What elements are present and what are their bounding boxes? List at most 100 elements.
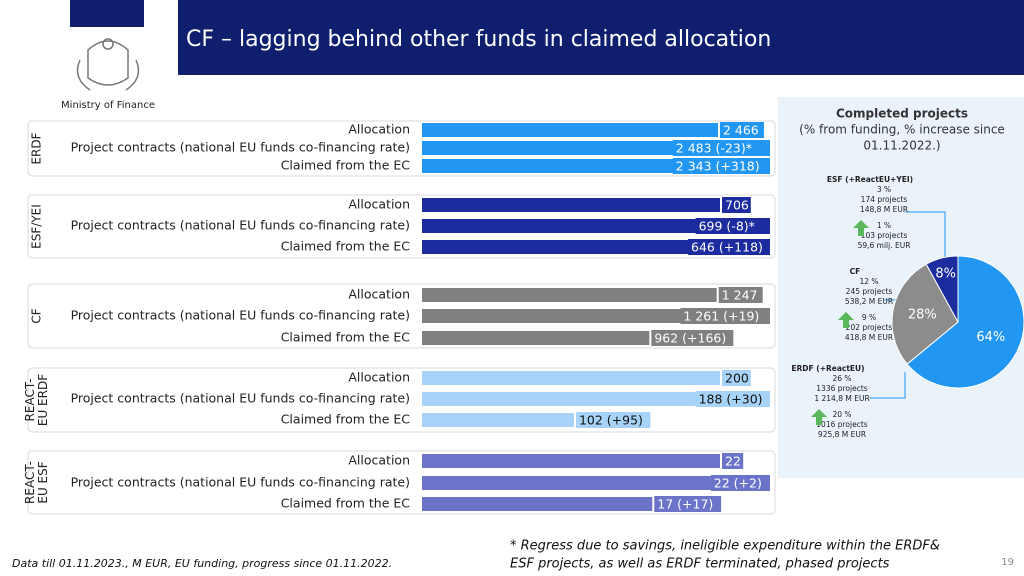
category-label: Project contracts (national EU funds co-… <box>71 391 410 406</box>
logo-text: Ministry of Finance <box>61 100 155 111</box>
panel-frame <box>27 120 776 177</box>
value-label-box <box>722 370 751 386</box>
category-label: Project contracts (national EU funds co-… <box>71 140 410 155</box>
increase-arrow <box>811 409 827 425</box>
bar <box>422 476 720 490</box>
pie-subtitle: 01.11.2022.) <box>863 139 940 153</box>
annotation-heading: CF <box>850 267 861 276</box>
group-label: ERDF <box>30 132 44 164</box>
value-label-box <box>710 475 770 491</box>
annotation-line: 925,8 M EUR <box>818 430 866 439</box>
annotation-line: 148,8 M EUR <box>860 205 908 214</box>
value-label: 2 483 (-23)* <box>676 141 752 156</box>
group-label: REACT- <box>23 379 37 422</box>
value-label: 22 <box>725 454 741 469</box>
category-label: Claimed from the EC <box>281 330 411 345</box>
category-label: Claimed from the EC <box>281 412 411 427</box>
pie-slice <box>891 263 959 365</box>
annotation-line: 1336 projects <box>816 384 868 393</box>
category-label: Allocation <box>348 453 410 468</box>
value-label: 102 (+95) <box>579 413 643 428</box>
slice-label: 28% <box>908 308 937 323</box>
header-band <box>178 0 1024 75</box>
pie-subtitle: (% from funding, % increase since <box>799 123 1005 137</box>
annotation-line: 20 % <box>832 410 851 419</box>
bar <box>422 331 650 345</box>
category-label: Project contracts (national EU funds co-… <box>71 308 410 323</box>
pie-title: Completed projects <box>836 107 968 121</box>
bar <box>422 413 574 427</box>
value-label: 699 (-8)* <box>699 219 755 234</box>
page-number: 19 <box>1001 557 1014 568</box>
pie-slice <box>925 255 959 323</box>
category-label: Claimed from the EC <box>281 239 411 254</box>
footer-source: Data till 01.11.2023., M EUR, EU funding… <box>12 557 392 570</box>
logo <box>76 38 140 91</box>
annotation-heading: ERDF (+ReactEU) <box>791 364 864 373</box>
bar <box>422 392 703 406</box>
annotation-line: 245 projects <box>846 287 893 296</box>
value-label-box <box>719 122 764 138</box>
value-label-box <box>651 330 734 346</box>
category-label: Project contracts (national EU funds co-… <box>71 218 410 233</box>
value-label: 706 <box>725 198 749 213</box>
annotation-line: 1 % <box>877 221 891 230</box>
annotation-line: 103 projects <box>861 231 908 240</box>
value-label-box <box>718 287 763 303</box>
group-label: REACT- <box>23 461 37 504</box>
panel-frame <box>27 450 776 515</box>
annotation-line: 202 projects <box>846 323 893 332</box>
bar <box>422 219 718 233</box>
footnote: * Regress due to savings, ineligible exp… <box>510 539 940 554</box>
annotation-line: 1016 projects <box>816 420 868 429</box>
group-label: EU ERDF <box>36 374 50 426</box>
pie-slice <box>906 255 1024 389</box>
value-label-box <box>722 197 751 213</box>
category-label: Project contracts (national EU funds co-… <box>71 475 410 490</box>
slide-title: CF – lagging behind other funds in claim… <box>186 27 771 52</box>
group-label: EU ESF <box>36 461 50 503</box>
bar <box>422 159 704 173</box>
group-label: CF <box>30 308 44 323</box>
increase-arrow <box>838 312 854 328</box>
panel-frame <box>27 283 776 349</box>
bar <box>422 198 720 212</box>
logo-band <box>70 0 144 27</box>
bar <box>422 497 653 511</box>
annotation-line: 1 214,8 M EUR <box>814 394 869 403</box>
category-label: Claimed from the EC <box>281 496 411 511</box>
value-label-box <box>672 140 770 156</box>
value-label-box <box>688 239 770 255</box>
annotation-heading: ESF (+ReactEU+YEI) <box>827 175 913 184</box>
bar <box>422 309 720 323</box>
value-label: 2 466 <box>723 123 759 138</box>
category-label: Claimed from the EC <box>281 158 411 173</box>
bar <box>422 141 720 155</box>
category-label: Allocation <box>348 122 410 137</box>
value-label-box <box>695 391 770 407</box>
value-label-box <box>680 308 770 324</box>
value-label: 188 (+30) <box>699 392 763 407</box>
value-label: 1 247 <box>722 288 758 303</box>
panel-frame <box>27 367 776 433</box>
value-label: 22 (+2) <box>714 476 762 491</box>
value-label: 2 343 (+318) <box>676 159 760 174</box>
annotation-line: 3 % <box>877 185 891 194</box>
slice-label: 64% <box>976 330 1005 345</box>
bar <box>422 371 720 385</box>
bar <box>422 454 720 468</box>
value-label: 646 (+118) <box>691 240 763 255</box>
bar <box>422 123 718 137</box>
annotation-line: 12 % <box>859 277 878 286</box>
value-label-box <box>672 158 770 174</box>
annotation-line: 59,6 milj. EUR <box>858 241 911 250</box>
category-label: Allocation <box>348 197 410 212</box>
bar <box>422 288 717 302</box>
footnote: ESF projects, as well as ERDF terminated… <box>510 557 890 572</box>
value-label-box <box>654 496 722 512</box>
category-label: Allocation <box>348 287 410 302</box>
annotation-line: 538,2 M EUR <box>845 297 893 306</box>
value-label: 200 <box>725 371 749 386</box>
slice-label: 8% <box>935 267 956 282</box>
